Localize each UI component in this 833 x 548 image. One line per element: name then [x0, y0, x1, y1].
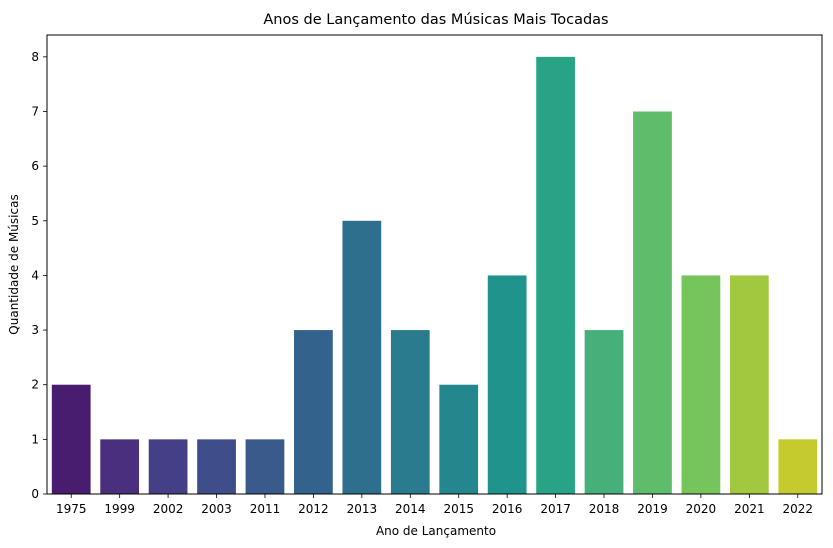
x-axis-ticks: 1975 1999 2002 2003 2011 2012 2013 2014 2015 2016… — [56, 494, 813, 516]
bar-2019 — [633, 111, 672, 494]
bar-2013 — [342, 220, 382, 495]
bar-2022 — [778, 439, 818, 494]
y-tick-label-3: 3 — [31, 323, 39, 337]
y-tick-label-6: 6 — [31, 159, 39, 173]
bar-2016 — [487, 275, 527, 494]
x-axis-label: Ano de Lançamento — [376, 524, 496, 538]
x-tick-label-1999: 1999 — [104, 502, 135, 516]
bar-2017 — [536, 56, 575, 495]
chart-title: Anos de Lançamento das Músicas Mais Toca… — [263, 12, 608, 28]
x-tick-label-2016: 2016 — [492, 502, 523, 516]
y-tick-label-0: 0 — [31, 487, 39, 501]
y-tick-label-1: 1 — [31, 432, 39, 446]
x-tick-label-2014: 2014 — [395, 502, 426, 516]
x-tick-label-2017: 2017 — [540, 502, 571, 516]
bar-2012 — [294, 330, 333, 494]
bar-1975 — [51, 384, 91, 494]
x-tick-label-2013: 2013 — [347, 502, 378, 516]
x-tick-label-2018: 2018 — [589, 502, 620, 516]
y-axis-ticks: 0 1 2 3 4 5 6 7 8 — [31, 50, 47, 501]
x-tick-label-2012: 2012 — [298, 502, 329, 516]
y-tick-label-2: 2 — [31, 378, 39, 392]
x-tick-label-2003: 2003 — [201, 502, 232, 516]
bars-group — [51, 56, 818, 495]
bar-2020 — [681, 275, 721, 494]
x-tick-label-2015: 2015 — [443, 502, 474, 516]
bar-1999 — [100, 439, 140, 494]
x-tick-label-1975: 1975 — [56, 502, 87, 516]
y-tick-label-7: 7 — [31, 105, 39, 119]
x-tick-label-2019: 2019 — [637, 502, 668, 516]
y-axis-label: Quantidade de Músicas — [7, 194, 21, 334]
bar-2011 — [245, 439, 285, 494]
plot-frame — [46, 34, 823, 495]
x-tick-label-2020: 2020 — [686, 502, 717, 516]
bar-2021 — [729, 275, 769, 494]
y-tick-label-4: 4 — [31, 268, 39, 282]
bar-2002 — [148, 439, 188, 494]
bar-2003 — [197, 439, 236, 494]
x-tick-label-2002: 2002 — [153, 502, 184, 516]
bar-2018 — [584, 330, 624, 494]
x-tick-label-2022: 2022 — [783, 502, 814, 516]
y-tick-label-5: 5 — [31, 214, 39, 228]
x-tick-label-2011: 2011 — [250, 502, 281, 516]
bar-2014 — [390, 330, 430, 494]
bar-2015 — [439, 384, 479, 494]
x-tick-label-2021: 2021 — [734, 502, 765, 516]
y-tick-label-8: 8 — [31, 50, 39, 64]
